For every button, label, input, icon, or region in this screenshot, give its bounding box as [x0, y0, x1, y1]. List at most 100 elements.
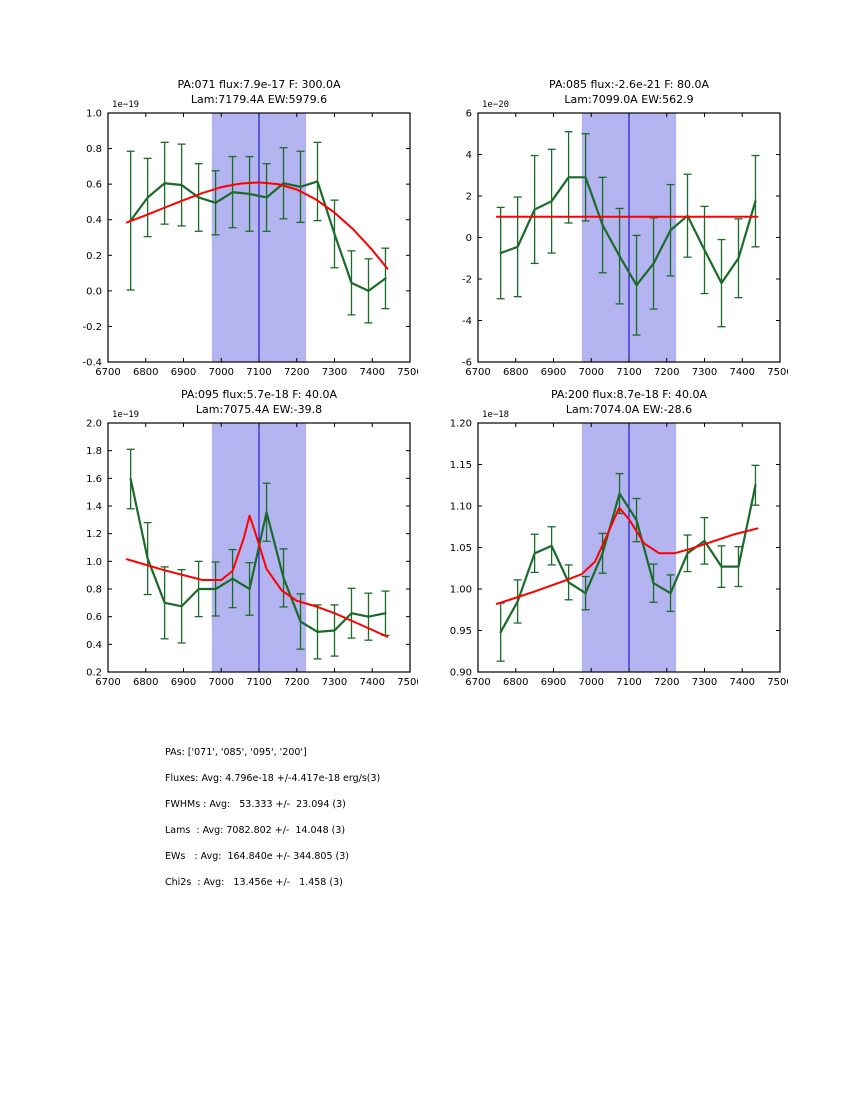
x-tick-label: 6900: [171, 367, 196, 378]
panel-title-line1: PA:085 flux:-2.6e-21 F: 80.0A: [549, 78, 709, 91]
panel-title-line2: Lam:7074.0A EW:-28.6: [565, 403, 693, 416]
panel-title: PA:085 flux:-2.6e-21 F: 80.0A Lam:7099.0A…: [478, 77, 780, 107]
y-tick-label: 4: [466, 150, 472, 161]
summary-line: PAs: ['071', '085', '095', '200']: [165, 747, 307, 758]
x-tick-label: 7000: [579, 367, 604, 378]
y-tick-label: 1.15: [450, 460, 472, 471]
x-tick-label: 7000: [209, 367, 234, 378]
x-tick-label: 7300: [692, 677, 717, 688]
panel-title-line1: PA:200 flux:8.7e-18 F: 40.0A: [551, 388, 707, 401]
y-tick-label: -0.2: [82, 322, 102, 333]
gaussian-fit: [495, 506, 759, 605]
x-tick-label: 7100: [246, 367, 271, 378]
x-tick-label: 6900: [541, 367, 566, 378]
y-tick-label: 1.8: [86, 446, 102, 457]
panel-pa-071: PA:071 flux:7.9e-17 F: 300.0A Lam:7179.4A…: [62, 77, 418, 384]
y-tick-label: 1.4: [86, 502, 102, 513]
spectrum-data-line: [129, 477, 387, 633]
y-tick-label: 0.6: [86, 180, 102, 191]
y-tick-label: 0.4: [86, 215, 102, 226]
x-tick-label: 7300: [692, 367, 717, 378]
panel-pa-200: PA:200 flux:8.7e-18 F: 40.0A Lam:7074.0A …: [432, 387, 788, 694]
y-tick-label: -0.4: [82, 358, 102, 369]
y-axis-offset-label: 1e−18: [482, 410, 510, 420]
x-tick-label: 7100: [246, 677, 271, 688]
y-tick-label: 1.6: [86, 474, 102, 485]
summary-statistics-block: PAs: ['071', '085', '095', '200'] Fluxes:…: [165, 740, 380, 896]
panel-title: PA:071 flux:7.9e-17 F: 300.0A Lam:7179.4A…: [108, 77, 410, 107]
panel-title-line1: PA:095 flux:5.7e-18 F: 40.0A: [181, 388, 337, 401]
x-tick-label: 7400: [730, 677, 755, 688]
summary-line: Chi2s : Avg: 13.456e +/- 1.458 (3): [165, 877, 343, 888]
y-tick-label: 0.6: [86, 612, 102, 623]
y-tick-label: 1.2: [86, 529, 102, 540]
y-tick-label: 0.8: [86, 144, 102, 155]
x-tick-label: 7200: [654, 677, 679, 688]
y-tick-label: 0.95: [450, 626, 472, 637]
y-tick-label: 0.8: [86, 585, 102, 596]
x-tick-label: 6700: [95, 367, 120, 378]
x-tick-label: 7200: [284, 677, 309, 688]
x-tick-label: 7400: [360, 367, 385, 378]
panel-title-line2: Lam:7075.4A EW:-39.8: [195, 403, 323, 416]
y-tick-label: 0: [466, 233, 472, 244]
y-tick-label: -6: [462, 358, 472, 369]
y-tick-label: 1.05: [450, 543, 472, 554]
spectrum-data-line: [499, 484, 757, 634]
spectrum-data-line: [499, 176, 757, 287]
panel-pa-085: PA:085 flux:-2.6e-21 F: 80.0A Lam:7099.0A…: [432, 77, 788, 384]
x-tick-label: 7200: [654, 367, 679, 378]
y-tick-label: 2: [466, 192, 472, 203]
x-tick-label: 7300: [322, 677, 347, 688]
x-tick-label: 6800: [133, 367, 158, 378]
summary-line: FWHMs : Avg: 53.333 +/- 23.094 (3): [165, 799, 346, 810]
y-axis-offset-label: 1e−19: [112, 100, 140, 110]
y-tick-label: 1.10: [450, 502, 472, 513]
panel-pa-095: PA:095 flux:5.7e-18 F: 40.0A Lam:7075.4A …: [62, 387, 418, 694]
panel-title: PA:095 flux:5.7e-18 F: 40.0A Lam:7075.4A …: [108, 387, 410, 417]
y-tick-label: 0.0: [86, 286, 102, 297]
x-tick-label: 7000: [209, 677, 234, 688]
y-tick-label: -2: [462, 275, 472, 286]
x-tick-label: 6800: [503, 367, 528, 378]
x-tick-label: 7100: [616, 677, 641, 688]
y-tick-label: 1.0: [86, 109, 102, 120]
y-tick-label: 0.90: [450, 668, 472, 679]
x-tick-label: 6700: [465, 677, 490, 688]
x-tick-label: 6900: [541, 677, 566, 688]
summary-line: Lams : Avg: 7082.802 +/- 14.048 (3): [165, 825, 346, 836]
y-tick-label: 0.2: [86, 668, 102, 679]
panel-title-line1: PA:071 flux:7.9e-17 F: 300.0A: [177, 78, 341, 91]
gaussian-fit: [125, 181, 389, 270]
x-tick-label: 7400: [730, 367, 755, 378]
summary-line: Fluxes: Avg: 4.796e-18 +/-4.417e-18 erg/…: [165, 773, 381, 784]
spectrum-data-line: [129, 180, 387, 292]
x-tick-label: 6800: [133, 677, 158, 688]
x-tick-label: 7200: [284, 367, 309, 378]
x-tick-label: 7300: [322, 367, 347, 378]
x-tick-label: 7400: [360, 677, 385, 688]
x-tick-label: 7100: [616, 367, 641, 378]
summary-line: EWs : Avg: 164.840e +/- 344.805 (3): [165, 851, 349, 862]
gaussian-fit: [125, 514, 389, 638]
y-tick-label: 1.00: [450, 585, 472, 596]
y-tick-label: 6: [466, 109, 472, 120]
x-tick-label: 6900: [171, 677, 196, 688]
x-tick-label: 7000: [579, 677, 604, 688]
x-tick-label: 6800: [503, 677, 528, 688]
y-tick-label: 0.2: [86, 251, 102, 262]
y-tick-label: 1.0: [86, 557, 102, 568]
y-tick-label: -4: [462, 316, 472, 327]
panel-title-line2: Lam:7179.4A EW:5979.6: [190, 93, 328, 106]
y-axis-offset-label: 1e−20: [482, 100, 510, 110]
y-tick-label: 0.4: [86, 640, 102, 651]
panel-title-line2: Lam:7099.0A EW:562.9: [564, 93, 694, 106]
